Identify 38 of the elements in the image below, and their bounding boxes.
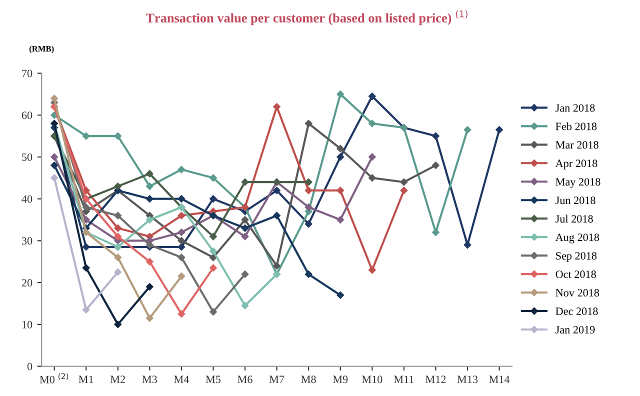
legend-label: Jun 2018 (556, 196, 596, 204)
legend-label: Jan 2018 (556, 104, 595, 112)
y-tick-label: 30 (22, 237, 32, 245)
legend-label: Oct 2018 (556, 270, 596, 278)
x-tick-label: M3 (142, 376, 157, 384)
y-tick-label: 0 (27, 362, 32, 370)
y-tick-label: 50 (22, 153, 32, 161)
legend-label: Jan 2019 (556, 326, 595, 334)
x-tick-label: M4 (174, 376, 189, 384)
x-tick-label: M13 (457, 376, 478, 384)
y-tick-label: 20 (22, 279, 32, 287)
x-tick-label: M0 $^{(2)}$ (40, 373, 68, 384)
y-axis-title: (RMB) (29, 46, 54, 54)
x-tick-label: M2 (110, 376, 125, 384)
x-tick-label: M8 (301, 376, 316, 384)
x-tick-label: M1 (78, 376, 94, 384)
legend-label: Mar 2018 (556, 141, 598, 149)
legend-label: Apr 2018 (555, 160, 598, 170)
legend-label: Dec 2018 (556, 308, 598, 316)
legend-label: Jul 2018 (556, 214, 593, 223)
x-tick-label: M5 (206, 376, 221, 384)
legend-label: Sep 2018 (556, 252, 597, 262)
x-tick-label: M7 (269, 376, 284, 384)
x-tick-label: M6 (238, 376, 252, 384)
legend-label: Aug 2018 (555, 234, 600, 244)
x-tick-label: M11 (394, 376, 414, 384)
y-tick-label: 60 (22, 112, 32, 120)
legend-label: Feb 2018 (556, 122, 597, 130)
chart-title: Transaction value per customer (based on listed price) $^{(1)}$ (146, 10, 468, 26)
legend-label: May 2018 (556, 178, 600, 188)
y-tick-label: 10 (22, 320, 32, 328)
y-tick-label: 40 (22, 195, 32, 203)
x-tick-label: M14 (489, 376, 510, 384)
x-tick-label: M10 (362, 376, 382, 384)
x-tick-label: M12 (426, 376, 446, 384)
y-tick-label: 70 (22, 70, 32, 78)
legend-label: Nov 2018 (556, 289, 600, 297)
x-tick-label: M9 (332, 376, 348, 384)
